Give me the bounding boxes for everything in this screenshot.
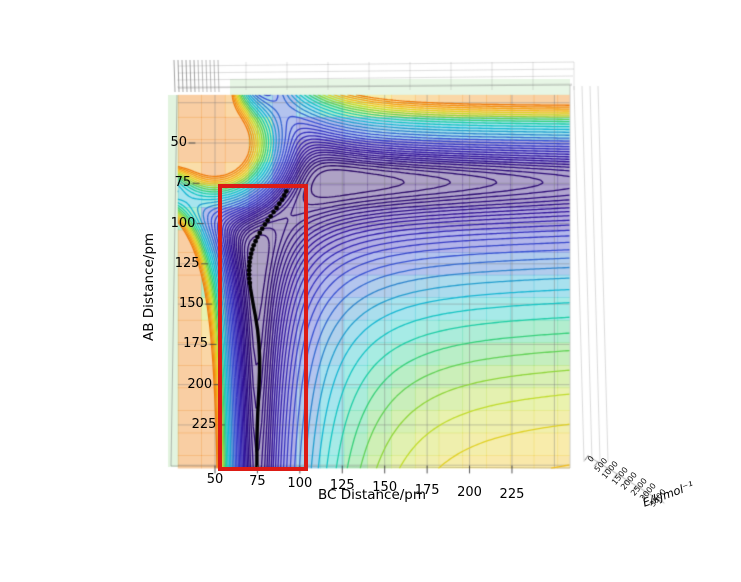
x-tick-label: 100 (287, 476, 313, 492)
x-tick-label: 225 (499, 486, 525, 502)
y-tick-label: 150 (178, 296, 204, 312)
highlight-rectangle (217, 184, 308, 472)
y-tick-label: 75 (174, 175, 192, 191)
y-tick-label: 200 (187, 376, 213, 392)
y-tick-label: 50 (170, 135, 187, 150)
x-tick-label: 125 (329, 478, 355, 494)
x-tick-label: 200 (457, 484, 482, 500)
x-tick-label: 75 (249, 474, 266, 490)
y-tick-label: 175 (183, 336, 208, 352)
y-tick-label: 100 (170, 215, 196, 231)
y-axis-label: AB Distance/pm (141, 232, 157, 342)
x-tick-label: 50 (206, 472, 224, 487)
x-tick-label: 175 (414, 482, 440, 498)
y-tick-label: 125 (174, 255, 200, 271)
y-tick-label: 225 (191, 416, 217, 432)
x-axis-label: BC Distance/pm (317, 487, 427, 503)
x-tick-label: 150 (372, 480, 398, 496)
